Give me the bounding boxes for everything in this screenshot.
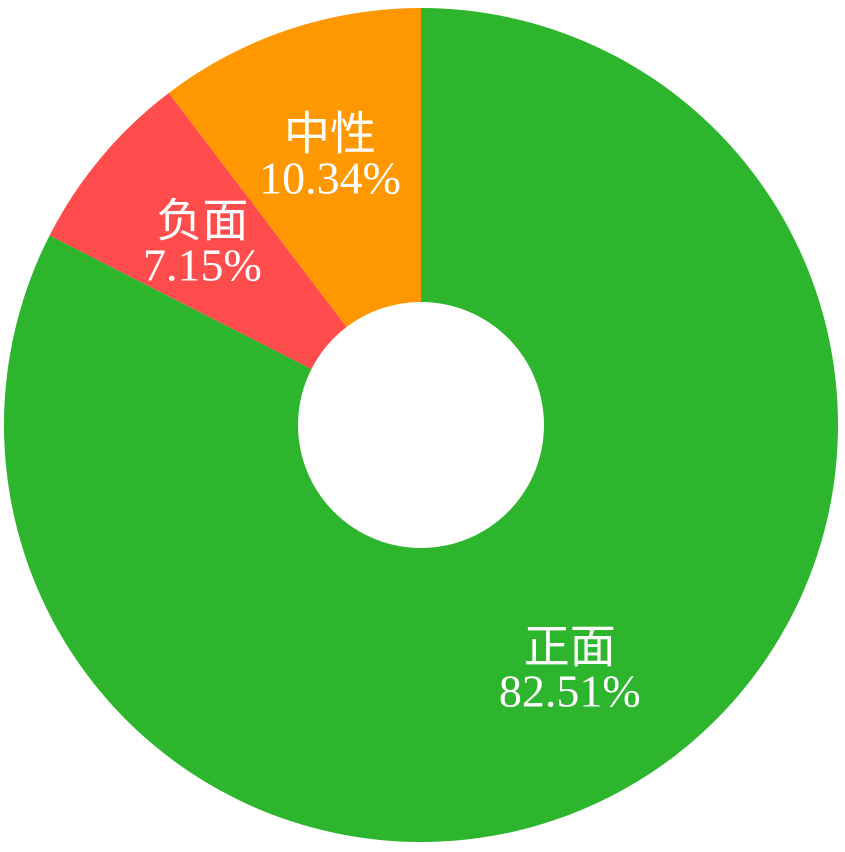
slice-name-negative: 负面 xyxy=(156,196,248,247)
slice-name-neutral: 中性 xyxy=(284,108,376,159)
slice-name-positive: 正面 xyxy=(524,622,616,673)
slice-percent-negative: 7.15% xyxy=(143,240,262,291)
pie-slice-neutral xyxy=(168,8,421,328)
pie-slices xyxy=(3,8,838,843)
slice-percent-positive: 82.51% xyxy=(499,666,641,717)
slice-percent-neutral: 10.34% xyxy=(259,152,401,203)
pie-slice-positive xyxy=(3,8,838,843)
pie-slice-negative xyxy=(49,92,347,370)
